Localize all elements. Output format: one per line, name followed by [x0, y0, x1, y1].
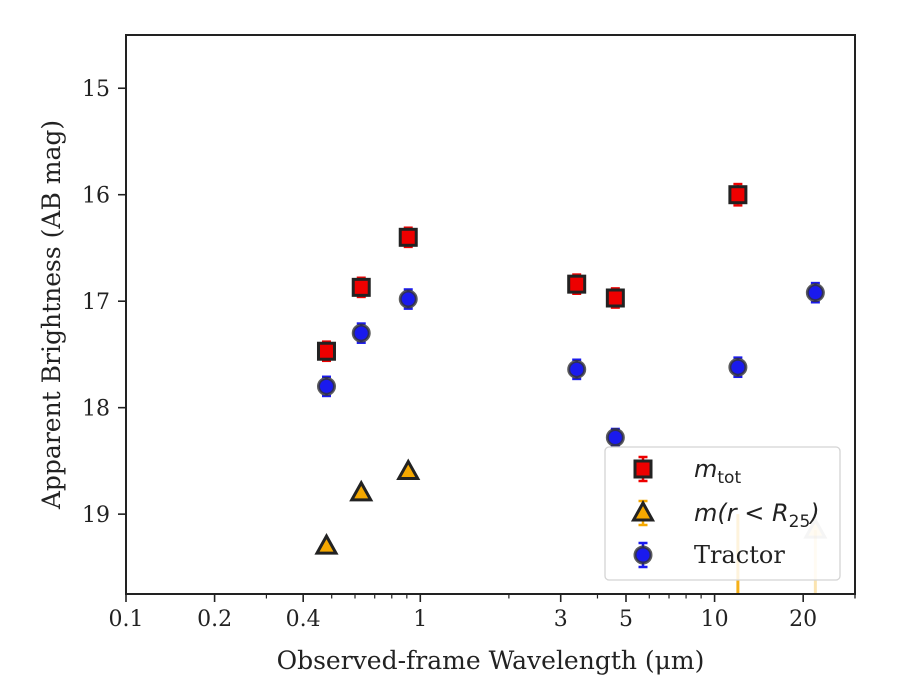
data-point-tractor — [351, 323, 371, 343]
x-tick-label: 0.1 — [109, 607, 144, 632]
y-tick-label: 15 — [82, 77, 110, 102]
legend-label: Tractor — [694, 541, 785, 569]
x-tick-label: 20 — [789, 607, 817, 632]
legend-marker-mr25 — [630, 499, 656, 522]
data-point-mr25 — [314, 533, 339, 555]
data-point-mtot — [351, 277, 371, 297]
x-tick-label: 0.2 — [197, 607, 232, 632]
data-point-mtot — [605, 288, 625, 308]
x-tick-label: 5 — [619, 607, 633, 632]
data-point-mr25 — [396, 458, 421, 481]
plot-frame — [125, 34, 856, 595]
y-tick-label: 18 — [82, 397, 110, 422]
x-tick-label: 10 — [701, 607, 729, 632]
axis-ticks: 0.1 0.2 0.4 1 3 5 10 20 15 16 17 18 19 — [82, 77, 856, 632]
legend-marker-tractor — [633, 545, 653, 565]
data-point-mtot — [398, 227, 418, 247]
legend-entry-tractor: Tractor — [633, 541, 785, 569]
series-tractor — [316, 281, 825, 448]
y-tick-label: 16 — [82, 184, 110, 209]
data-point-tractor — [805, 283, 825, 303]
data-point-mtot — [567, 274, 587, 294]
x-tick-label: 0.4 — [286, 607, 321, 632]
y-tick-label: 17 — [82, 290, 110, 315]
x-axis-title: Observed-frame Wavelength (μm) — [277, 646, 705, 675]
series-mtot — [316, 182, 748, 363]
y-axis-title: Apparent Brightness (AB mag) — [37, 120, 66, 510]
data-point-tractor — [316, 376, 336, 396]
data-point-tractor — [605, 427, 625, 447]
data-point-tractor — [398, 289, 418, 309]
legend-box — [604, 446, 841, 581]
x-tick-label: 3 — [554, 607, 568, 632]
legend-marker-mtot — [633, 459, 653, 479]
x-tick-label: 1 — [413, 607, 427, 632]
data-point-tractor — [567, 359, 587, 379]
data-point-mtot — [316, 341, 336, 361]
data-point-mr25 — [349, 479, 374, 502]
y-tick-label: 19 — [82, 503, 110, 528]
data-point-mtot — [728, 185, 748, 205]
data-point-tractor — [728, 357, 748, 377]
data-marks — [314, 182, 828, 594]
